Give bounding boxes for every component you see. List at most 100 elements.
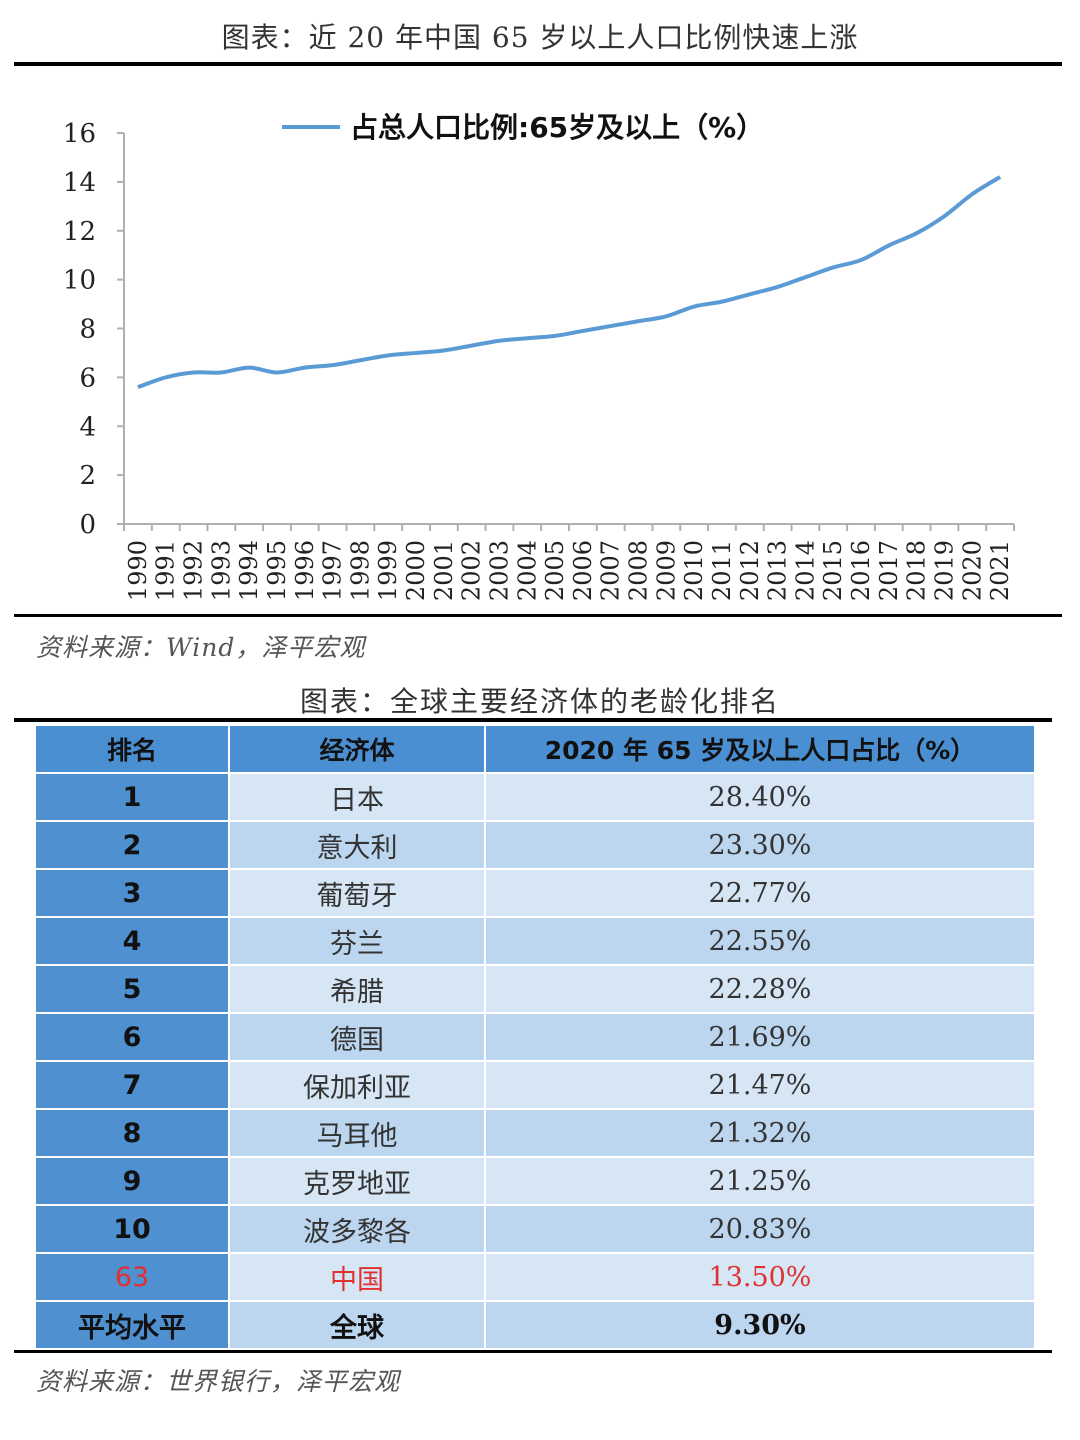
x-tick-label: 1990: [124, 540, 152, 601]
pct-cell: 22.77%: [485, 869, 1036, 918]
x-tick-label: 2013: [764, 540, 792, 601]
chart-top-rule: [14, 62, 1062, 66]
y-tick-label: 6: [79, 363, 96, 393]
x-tick-label: 2005: [541, 540, 569, 601]
rank-cell: 9: [36, 1157, 230, 1206]
x-tick-label: 1998: [346, 540, 374, 601]
economy-cell: 全球: [229, 1301, 486, 1350]
economy-cell: 德国: [229, 1013, 486, 1062]
x-tick-label: 2014: [791, 540, 819, 601]
x-tick-label: 1999: [374, 540, 402, 601]
legend-label: 占总人口比例:65岁及以上（%）: [350, 111, 764, 144]
y-tick-label: 14: [63, 168, 96, 198]
rank-cell: 4: [36, 917, 230, 966]
table-row: 9 克罗地亚 21.25%: [36, 1157, 1036, 1206]
x-tick-label: 1997: [319, 540, 347, 601]
economy-cell: 波多黎各: [229, 1205, 486, 1254]
x-tick-label: 2010: [680, 540, 708, 601]
y-tick-label: 12: [63, 217, 96, 247]
x-tick-label: 1995: [263, 540, 291, 601]
x-tick-label: 2019: [930, 540, 958, 601]
y-axis-ticks: 0 2 4 6 8 10 12 14 16: [63, 119, 124, 540]
x-tick-label: 2007: [597, 540, 625, 601]
table-row: 6 德国 21.69%: [36, 1013, 1036, 1062]
x-tick-label: 1994: [235, 540, 263, 601]
x-tick-label: 2011: [708, 540, 736, 601]
pct-cell: 20.83%: [485, 1205, 1036, 1254]
economy-cell: 保加利亚: [229, 1061, 486, 1110]
x-tick-label: 2004: [513, 540, 541, 601]
economy-cell: 意大利: [229, 821, 486, 870]
economy-cell: 马耳他: [229, 1109, 486, 1158]
header-economy: 经济体: [229, 726, 486, 774]
table-row: 5 希腊 22.28%: [36, 965, 1036, 1014]
ranking-table: 排名 经济体 2020 年 65 岁及以上人口占比（%） 1 日本 28.40% 2 意…: [36, 726, 1036, 1350]
header-rank: 排名: [36, 726, 230, 774]
x-tick-label: 2020: [958, 540, 986, 601]
x-tick-label: 2008: [625, 540, 653, 601]
table-row: 2 意大利 23.30%: [36, 821, 1036, 870]
rank-cell: 平均水平: [36, 1301, 230, 1350]
pct-cell: 21.47%: [485, 1061, 1036, 1110]
x-tick-label: 1991: [152, 540, 180, 601]
x-tick-label: 2018: [903, 540, 931, 601]
y-tick-label: 10: [63, 266, 96, 296]
rank-cell: 7: [36, 1061, 230, 1110]
economy-cell: 芬兰: [229, 917, 486, 966]
x-tick-label: 2006: [569, 540, 597, 601]
x-tick-label: 1996: [291, 540, 319, 601]
pct-cell: 21.69%: [485, 1013, 1036, 1062]
rank-cell: 1: [36, 773, 230, 822]
table-row: 7 保加利亚 21.47%: [36, 1061, 1036, 1110]
table-bottom-rule: [14, 1350, 1052, 1353]
y-tick-label: 2: [79, 461, 96, 491]
x-tick-label: 2002: [458, 540, 486, 601]
table-top-rule: [14, 718, 1052, 722]
series-layer: [137, 175, 1002, 390]
economy-cell: 希腊: [229, 965, 486, 1014]
table-title: 图表：全球主要经济体的老龄化排名: [299, 685, 780, 718]
table-body: 1 日本 28.40% 2 意大利 23.30% 3 葡萄牙 22.77% 4 芬兰 22.55% 5 希…: [36, 773, 1036, 1350]
economy-cell: 中国: [229, 1253, 486, 1302]
table-source: 资料来源：世界银行，泽平宏观: [36, 1367, 401, 1396]
table-row: 4 芬兰 22.55%: [36, 917, 1036, 966]
x-tick-label: 2009: [652, 540, 680, 601]
rank-cell: 5: [36, 965, 230, 1014]
chart-title: 图表：近 20 年中国 65 岁以上人口比例快速上涨: [221, 21, 859, 54]
pct-cell: 22.55%: [485, 917, 1036, 966]
table-row: 63 中国 13.50%: [36, 1253, 1036, 1302]
rank-cell: 2: [36, 821, 230, 870]
pct-cell: 22.28%: [485, 965, 1036, 1014]
x-tick-label: 2017: [875, 540, 903, 601]
rank-cell: 3: [36, 869, 230, 918]
rank-cell: 63: [36, 1253, 230, 1302]
series-line-0: [137, 175, 1002, 390]
table-row: 8 马耳他 21.32%: [36, 1109, 1036, 1158]
economy-cell: 克罗地亚: [229, 1157, 486, 1206]
rank-cell: 6: [36, 1013, 230, 1062]
pct-cell: 28.40%: [485, 773, 1036, 822]
table-row: 平均水平 全球 9.30%: [36, 1301, 1036, 1350]
line-chart: 0 2 4 6 8 10 12 14 16 1990 1991 1992 1993 1994 1995 19…: [63, 111, 1015, 601]
y-tick-label: 4: [79, 412, 96, 442]
x-tick-label: 2021: [986, 540, 1014, 601]
x-tick-label: 2001: [430, 540, 458, 601]
table-row: 3 葡萄牙 22.77%: [36, 869, 1036, 918]
pct-cell: 13.50%: [485, 1253, 1036, 1302]
pct-cell: 9.30%: [485, 1301, 1036, 1350]
pct-cell: 21.32%: [485, 1109, 1036, 1158]
x-tick-label: 2016: [847, 540, 875, 601]
pct-cell: 21.25%: [485, 1157, 1036, 1206]
x-tick-label: 1993: [207, 540, 235, 601]
y-tick-label: 8: [79, 315, 96, 345]
y-tick-label: 0: [79, 510, 96, 540]
table-row: 1 日本 28.40%: [36, 773, 1036, 822]
chart-legend: 占总人口比例:65岁及以上（%）: [282, 111, 764, 144]
table-row: 10 波多黎各 20.83%: [36, 1205, 1036, 1254]
x-axis-ticks: 1990 1991 1992 1993 1994 1995 1996 1997 1998 1999…: [123, 524, 1015, 601]
economy-cell: 葡萄牙: [229, 869, 486, 918]
y-tick-label: 16: [63, 119, 96, 149]
rank-cell: 8: [36, 1109, 230, 1158]
pct-cell: 23.30%: [485, 821, 1036, 870]
economy-cell: 日本: [229, 773, 486, 822]
